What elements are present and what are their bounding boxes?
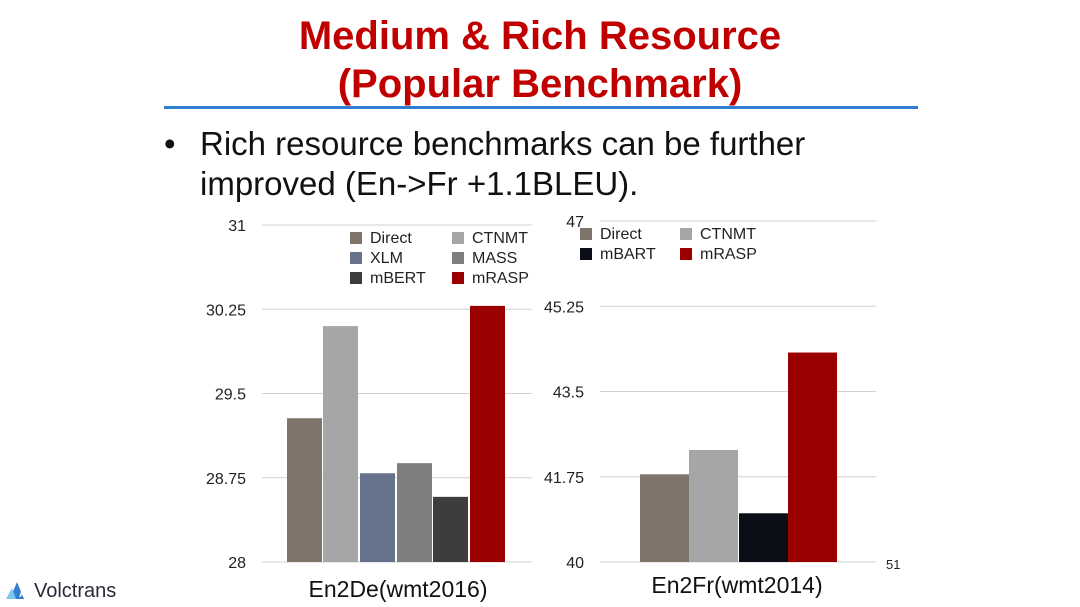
legend-label-mbart: mBART	[600, 246, 656, 263]
y-tick-label: 30.25	[206, 302, 246, 319]
x-axis-label: En2De(wmt2016)	[309, 576, 488, 602]
legend-swatch-mass	[452, 252, 464, 264]
legend-swatch-direct	[350, 232, 362, 244]
volctrans-logo-icon: A	[6, 582, 26, 599]
y-tick-label: 43.5	[553, 385, 584, 402]
legend-swatch-ctnmt	[452, 232, 464, 244]
y-tick-label: 28	[228, 555, 246, 572]
chart-2: 40 41.75 43.5 45.25 47 En2Fr(wmt2014) Direct mB…	[544, 214, 876, 598]
legend-label-mrasp: mRASP	[472, 270, 529, 287]
y-tick-label: 40	[566, 555, 584, 572]
legend-swatch-mrasp	[452, 272, 464, 284]
legend-label-ctnmt: CTNMT	[700, 226, 756, 243]
title-line-1: Medium & Rich Resource	[298, 14, 782, 58]
bar-direct	[640, 474, 689, 562]
legend-label-mbert: mBERT	[370, 270, 426, 287]
bar-ctnmt	[323, 326, 358, 562]
legend-swatch-mbert	[350, 272, 362, 284]
y-tick-label: 28.75	[206, 471, 246, 488]
y-tick-label: 47	[566, 214, 584, 231]
legend-label-direct: Direct	[600, 226, 642, 243]
page-number: 51	[886, 557, 901, 572]
bar-mbert	[433, 496, 468, 562]
bar-ctnmt	[689, 449, 738, 562]
y-tick-label: 31	[228, 218, 246, 235]
bar-mbart	[739, 513, 788, 562]
legend: Direct mBART CTNMT mRASP	[580, 226, 757, 263]
legend-label-xlm: XLM	[370, 250, 403, 267]
chart-1: 28 28.75 29.5 30.25 31 En2De(wmt2016) Direct XL…	[206, 218, 532, 602]
y-tick-label: 45.25	[544, 299, 584, 316]
legend-swatch-mbart	[580, 248, 592, 260]
legend-label-direct: Direct	[370, 230, 412, 247]
legend-label-mass: MASS	[472, 250, 517, 267]
title-underline	[164, 106, 918, 109]
legend-swatch-direct	[580, 228, 592, 240]
legend: Direct XLM mBERT CTNMT MASS mRASP	[350, 230, 529, 287]
svg-text:A: A	[19, 589, 26, 599]
title-line-2: (Popular Benchmark)	[337, 62, 743, 106]
legend-swatch-mrasp	[680, 248, 692, 260]
bullet-dot: •	[164, 125, 176, 162]
slide-title: Medium & Rich Resource (Popular Benchmar…	[0, 12, 1080, 108]
bar-mrasp	[788, 352, 837, 562]
x-axis-label: En2Fr(wmt2014)	[651, 572, 822, 598]
bar-mrasp	[470, 305, 505, 562]
bar-direct	[287, 418, 322, 562]
legend-swatch-ctnmt	[680, 228, 692, 240]
logo-text: Volctrans	[34, 580, 117, 602]
legend-label-mrasp: mRASP	[700, 246, 757, 263]
y-tick-label: 41.75	[544, 470, 584, 487]
legend-swatch-xlm	[350, 252, 362, 264]
bar-xlm	[360, 473, 395, 562]
bar-mass	[397, 463, 432, 562]
y-tick-label: 29.5	[215, 387, 246, 404]
bullet-text: Rich resource benchmarks can be further …	[200, 125, 806, 202]
legend-label-ctnmt: CTNMT	[472, 230, 528, 247]
